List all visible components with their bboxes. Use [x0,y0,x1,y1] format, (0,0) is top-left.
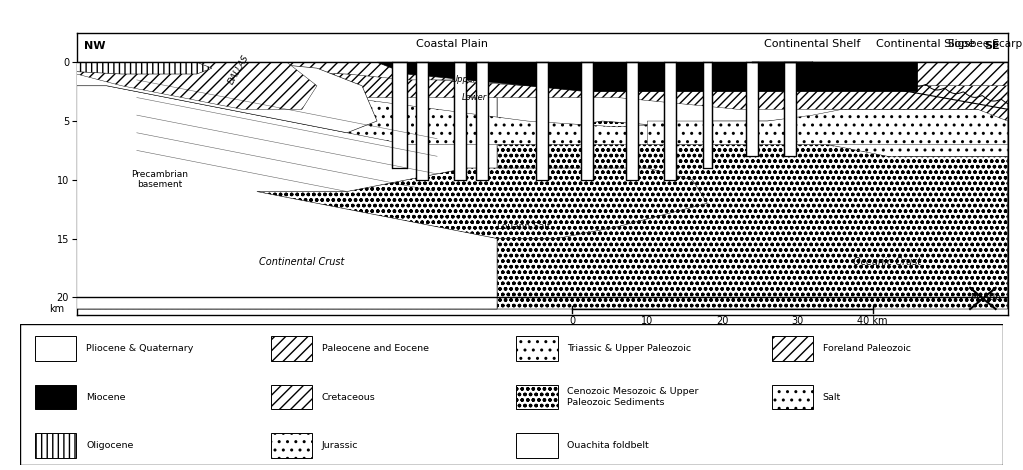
Text: Pliocene & Quaternary: Pliocene & Quaternary [86,344,193,353]
Polygon shape [77,63,497,309]
Text: Salt: Salt [822,392,841,401]
Text: Louann Salt: Louann Salt [497,222,550,231]
Polygon shape [476,63,488,180]
Polygon shape [377,63,918,92]
Text: Foreland Paleozoic: Foreland Paleozoic [822,344,910,353]
Text: Miocene: Miocene [86,392,126,401]
Polygon shape [703,63,712,168]
Polygon shape [77,63,1008,86]
Text: Oceanic Crust: Oceanic Crust [853,257,922,267]
Text: Precambrian
basement: Precambrian basement [131,170,188,189]
Text: Coastal Plain: Coastal Plain [416,39,488,49]
Bar [271,433,312,458]
Text: Continental Slope: Continental Slope [876,39,975,49]
Text: Lower: Lower [462,93,487,102]
Text: 40 km: 40 km [857,316,888,326]
Text: 0: 0 [569,316,575,326]
Polygon shape [648,110,1008,145]
Polygon shape [812,63,1008,110]
Text: Upper: Upper [451,75,477,85]
Polygon shape [77,63,377,133]
Text: Continental Shelf: Continental Shelf [764,39,860,49]
Bar [517,337,558,360]
Text: Oligocene: Oligocene [86,441,134,450]
Text: Jurassic: Jurassic [322,441,358,450]
Bar [517,433,558,458]
Text: NW: NW [84,41,105,51]
Text: SE: SE [984,41,1000,51]
Text: Cretaceous: Cretaceous [322,392,375,401]
Polygon shape [416,63,428,180]
Bar [271,385,312,409]
Polygon shape [77,63,1008,121]
Text: 20: 20 [716,316,728,326]
Text: DALLAS: DALLAS [227,53,251,86]
Polygon shape [392,63,407,168]
Polygon shape [664,63,676,180]
Text: Triassic & Upper Paleozoic: Triassic & Upper Paleozoic [568,344,692,353]
Polygon shape [453,63,465,180]
Text: Mantle: Mantle [970,293,1000,302]
Polygon shape [77,63,1008,309]
Bar [517,385,558,409]
Polygon shape [626,63,638,180]
Bar [271,337,312,360]
Text: km: km [49,304,64,314]
Polygon shape [77,121,1008,309]
Bar [35,385,77,409]
Text: Sigsbee Scarp: Sigsbee Scarp [948,39,1022,49]
Text: Ouachita foldbelt: Ouachita foldbelt [568,441,650,450]
Text: Continental Crust: Continental Crust [259,257,345,267]
Polygon shape [581,63,593,180]
Polygon shape [747,63,758,156]
Polygon shape [77,63,212,74]
Polygon shape [536,63,548,180]
Text: 30: 30 [792,316,804,326]
Polygon shape [784,63,796,156]
Bar [35,433,77,458]
Text: Cenozoic Mesozoic & Upper
Paleozoic Sediments: Cenozoic Mesozoic & Upper Paleozoic Sedi… [568,387,699,407]
Bar [771,337,813,360]
Text: 10: 10 [641,316,654,326]
Text: Paleocene and Eocene: Paleocene and Eocene [322,344,429,353]
Polygon shape [77,63,317,110]
Bar [35,337,77,360]
Polygon shape [77,63,1008,156]
Polygon shape [257,168,707,239]
Bar [771,385,813,409]
